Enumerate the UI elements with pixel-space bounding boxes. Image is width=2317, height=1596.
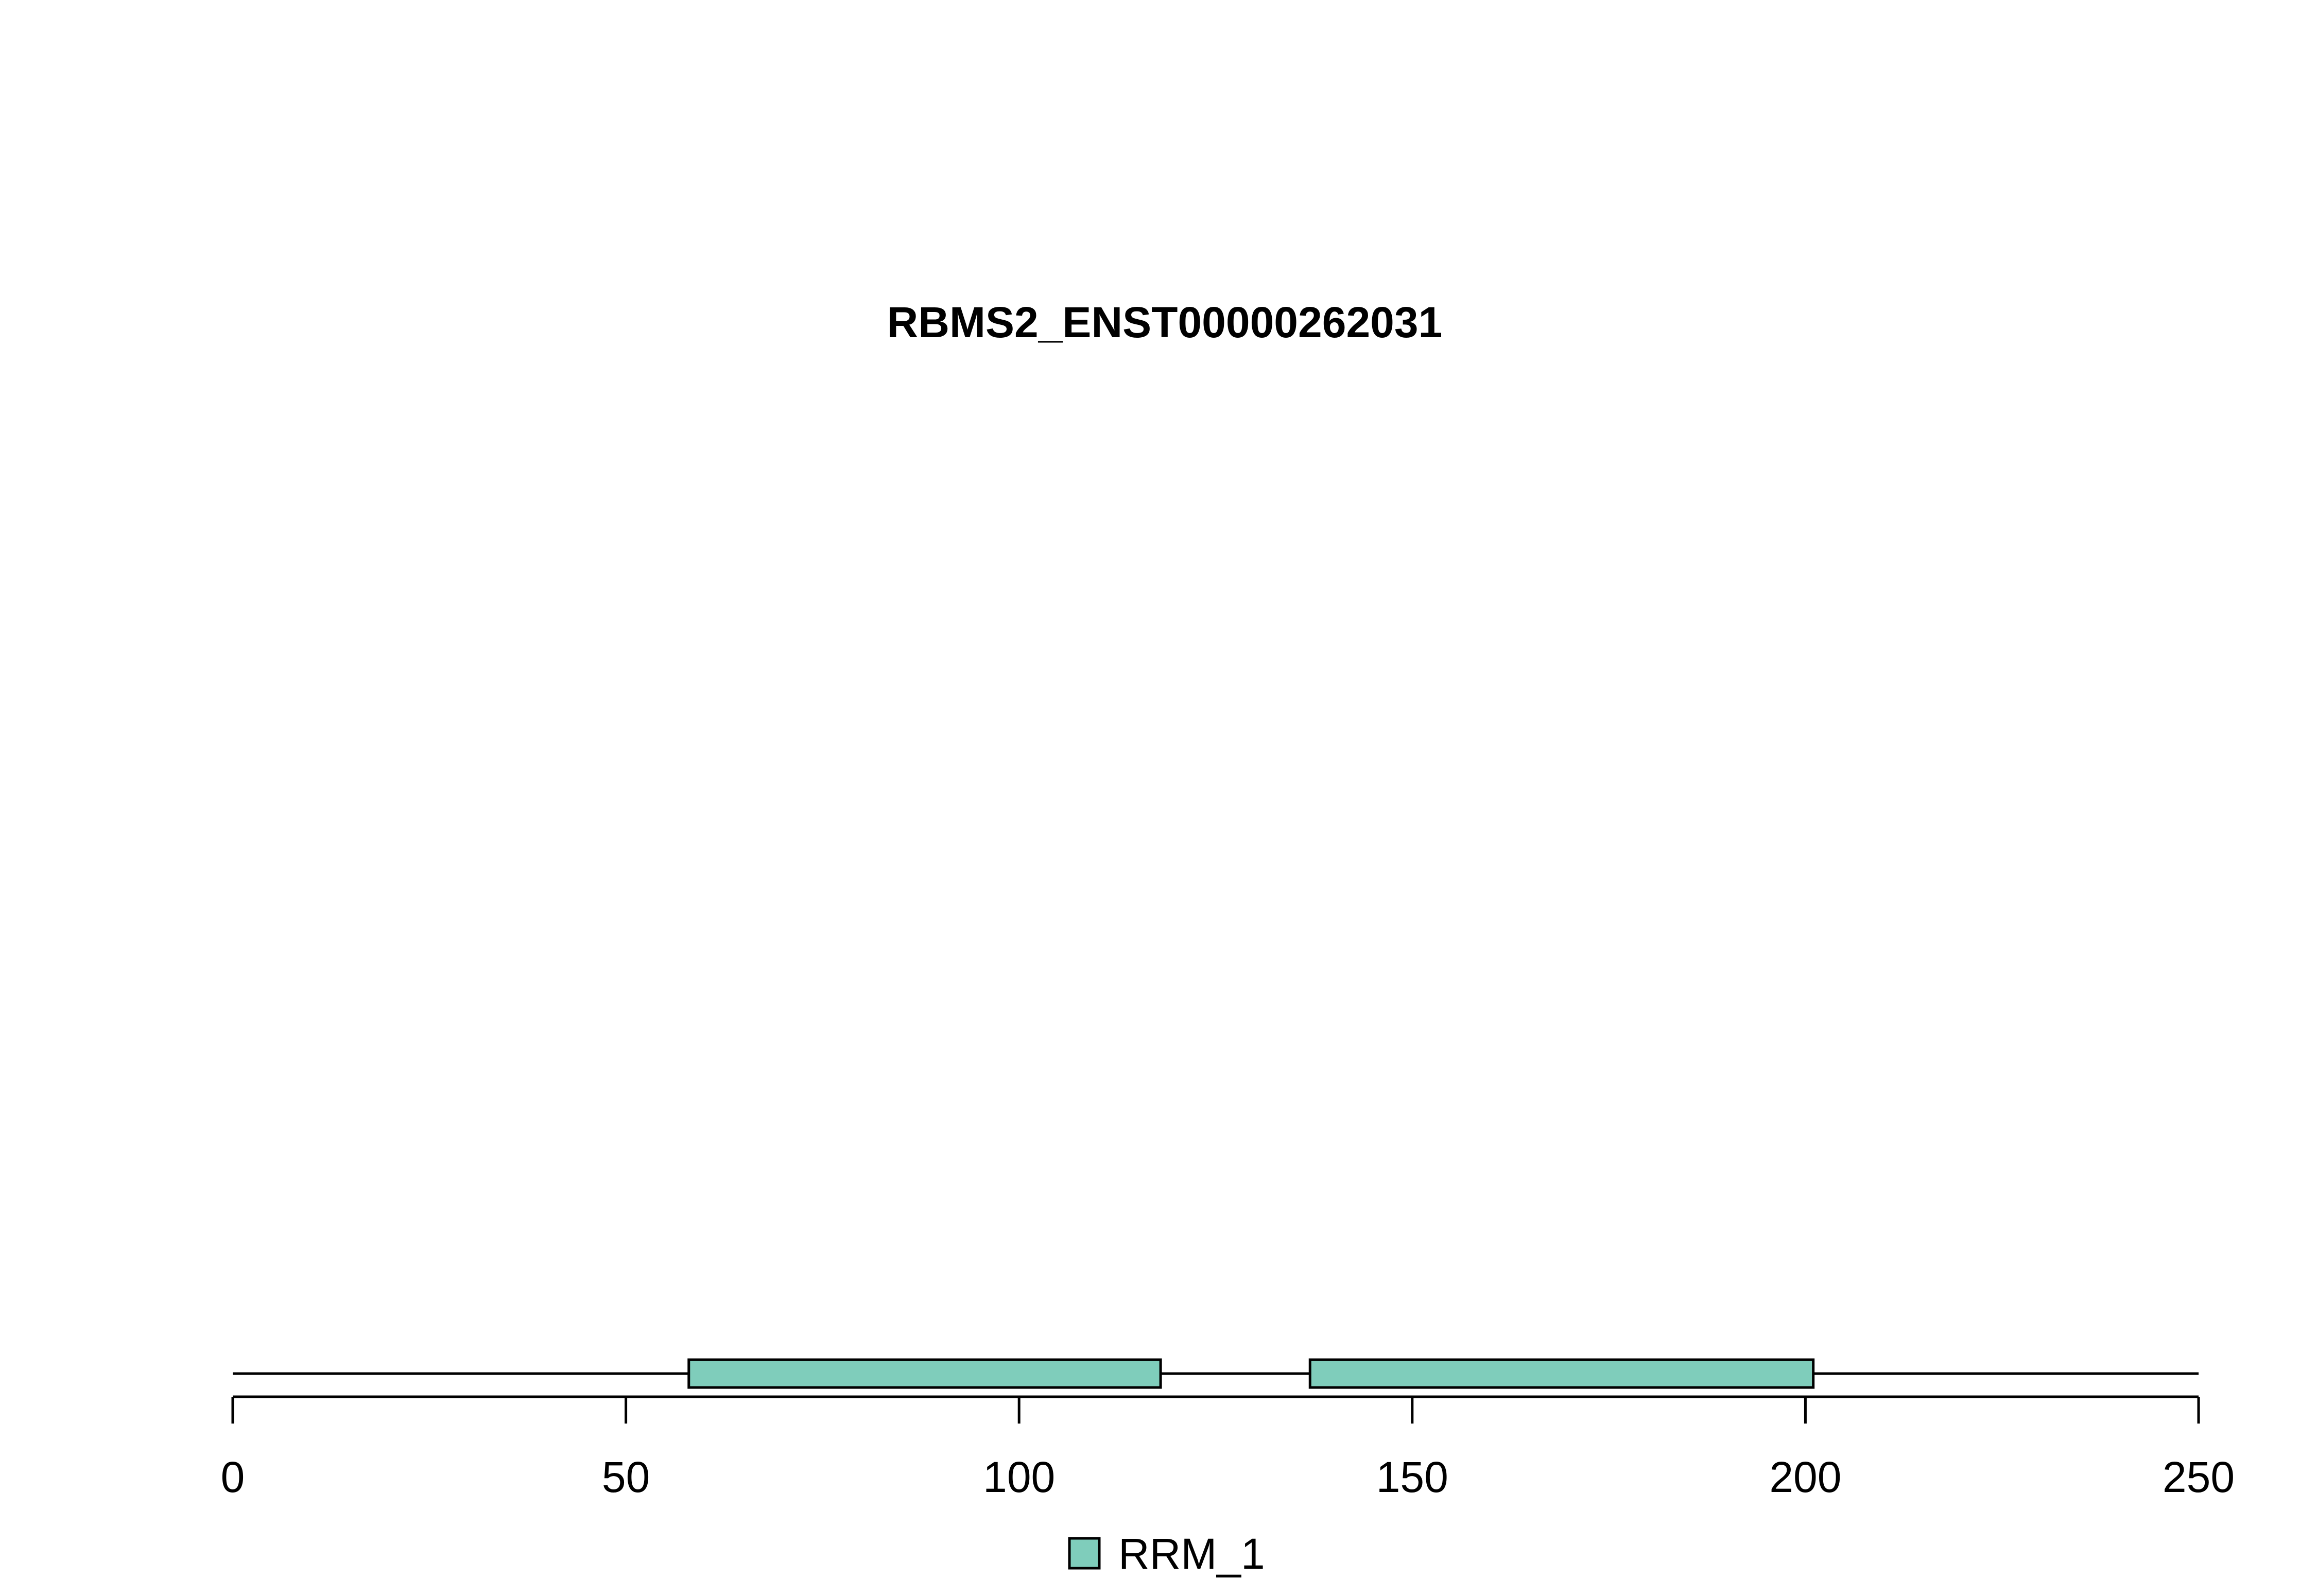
x-tick-label-200: 200 — [1769, 1453, 1841, 1501]
domain-rrm-1-2 — [1308, 1358, 1815, 1389]
legend: RRM_1 — [1068, 1530, 1265, 1578]
x-tick-label-100: 100 — [983, 1453, 1055, 1501]
chart-title: RBMS2_ENST00000262031 — [887, 298, 1443, 346]
x-axis: 0 50 100 150 200 250 — [221, 1395, 2235, 1501]
domain-rrm-1-1 — [687, 1358, 1162, 1389]
x-tick-label-0: 0 — [221, 1453, 245, 1501]
legend-label-rrm-1: RRM_1 — [1118, 1530, 1265, 1578]
domain-layer — [687, 1358, 1815, 1389]
x-tick-label-250: 250 — [2163, 1453, 2235, 1501]
x-tick-label-50: 50 — [602, 1453, 650, 1501]
legend-swatch-rrm-1 — [1068, 1537, 1101, 1570]
x-tick-label-150: 150 — [1376, 1453, 1448, 1501]
